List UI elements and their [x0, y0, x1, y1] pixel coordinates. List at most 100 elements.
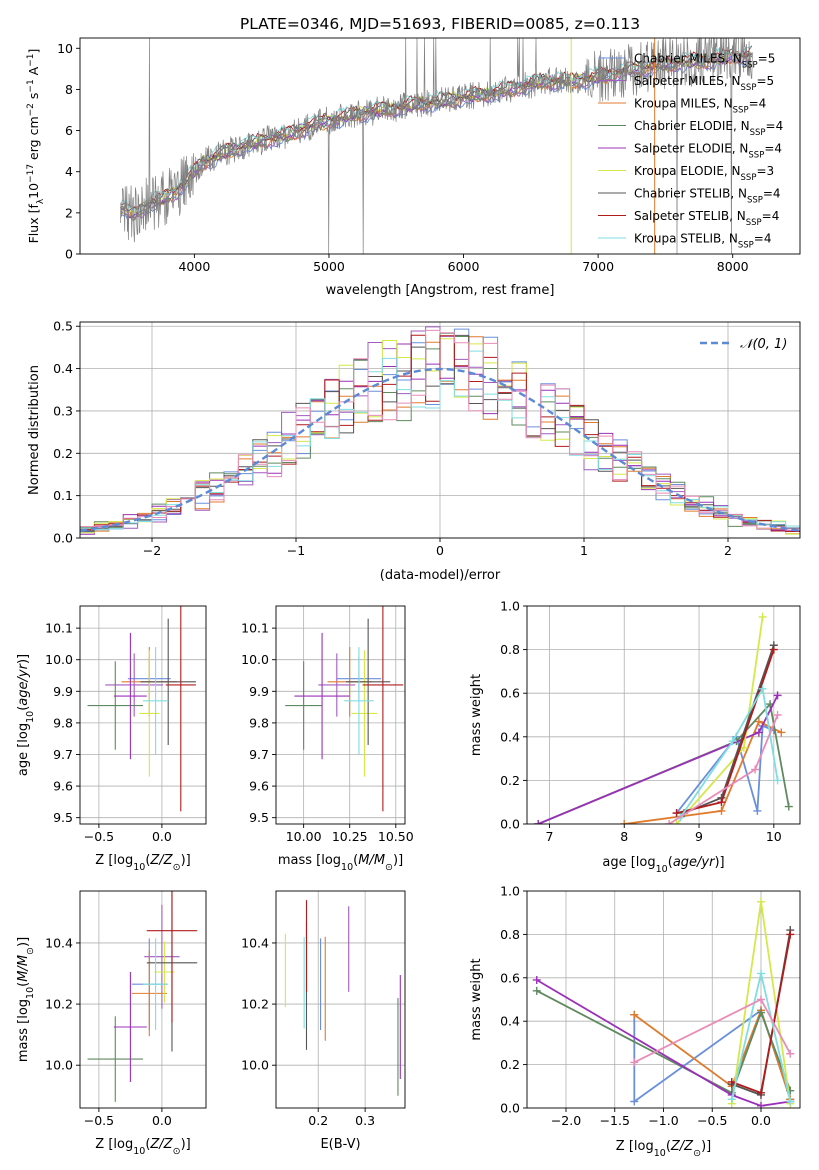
y-tick-label: 0.2 — [500, 773, 520, 788]
axes-frame — [526, 605, 801, 825]
y-tick-label: 8 — [65, 82, 73, 97]
y-tick-label: 1.0 — [500, 884, 520, 899]
x-tick-label: 0.0 — [751, 1113, 771, 1128]
spectrum-panel: 4000 5000 6000 7000 8000 0 2 4 6 8 10 Chabrier MILE… — [26, 37, 801, 298]
weight-series-line — [536, 979, 791, 1107]
legend-entry: Kroupa ELODIE, NSSP=3 — [634, 164, 774, 183]
y-label-part: A — [26, 66, 41, 79]
legend-entry: Salpeter MILES, NSSP=5 — [634, 74, 774, 93]
y-tick-label: 9.6 — [249, 779, 269, 794]
plot-area — [276, 891, 405, 1108]
label-part: 10 — [133, 862, 145, 873]
error-bar-point — [294, 632, 350, 760]
y-tick-label: 0.1 — [53, 488, 73, 503]
y-tick-label: 6 — [65, 123, 73, 138]
y-tick-label: 2 — [65, 205, 73, 220]
y-label-part: −1 — [26, 54, 36, 67]
y-tick-label: 0 — [65, 247, 73, 262]
weight-series — [727, 930, 795, 1097]
label-part: Z/Z — [670, 1139, 694, 1154]
error-bar-point — [105, 653, 164, 717]
x-tick-label: −0.5 — [84, 829, 114, 844]
weight-point-marker — [534, 820, 543, 824]
x-tick-label: 10.25 — [332, 829, 368, 844]
label-part: )] — [393, 853, 403, 868]
x-tick-label: −0.5 — [84, 1113, 114, 1128]
weight-point-marker — [773, 711, 782, 719]
x-tick-label: 9 — [695, 829, 703, 844]
y-tick-label: 0.2 — [53, 446, 73, 461]
weight-series — [665, 711, 782, 824]
legend-entry: Salpeter ELODIE, NSSP=4 — [634, 142, 782, 161]
weight-point-marker — [777, 728, 786, 737]
legend-sub: SSP — [747, 196, 763, 206]
label-part: ( — [16, 982, 31, 987]
weight-point-marker — [757, 897, 765, 906]
label-part: ( — [666, 1139, 671, 1154]
label-part: Z [log — [616, 1139, 654, 1154]
label-part: age/yr — [673, 855, 716, 870]
plot-area — [80, 606, 206, 824]
y-tick-label: 10.0 — [241, 1058, 269, 1073]
x-tick-label: −2 — [143, 543, 161, 558]
mass-vs-ebv-panel: 0.2 0.3 10.0 10.2 10.4 E(B-V) — [241, 890, 406, 1152]
plot-area — [80, 891, 206, 1108]
legend-tail: =4 — [754, 232, 772, 246]
y-label-part: Flux [f — [26, 204, 41, 244]
error-bar-point — [143, 938, 169, 1031]
ticks: −2 −1 0 1 2 0.0 0.1 0.2 0.3 0.4 0.5 — [53, 319, 732, 558]
axes-frame — [275, 890, 406, 1109]
label-part: Z/Z — [149, 1137, 173, 1152]
axis-label: Z [log10(Z/Z⊙)] — [95, 1137, 190, 1157]
weight-point-marker — [717, 798, 726, 807]
label-part: ( — [145, 1137, 150, 1152]
error-bar-point — [318, 653, 356, 717]
weight-point-marker — [717, 806, 726, 815]
error-bar-point — [346, 618, 391, 746]
weight-series — [727, 969, 795, 1106]
x-axis-label: E(B-V) — [320, 1137, 360, 1152]
y-tick-label: 9.7 — [249, 747, 269, 762]
y-tick-label: 4 — [65, 164, 73, 179]
y-tick-label: 0.3 — [53, 403, 73, 418]
y-tick-label: 10.1 — [241, 621, 269, 636]
weight-point-marker — [754, 728, 763, 737]
label-part: 10 — [656, 864, 668, 875]
y-label-part: erg cm — [26, 116, 41, 164]
x-tick-label: 8000 — [717, 259, 749, 274]
error-bar-point — [139, 650, 160, 777]
label-part: ⊙ — [693, 1148, 701, 1159]
ticks: 10.00 10.25 10.50 9.5 9.6 9.7 9.8 9.9 10.0 10.1 — [241, 621, 414, 844]
label-part: M/M — [358, 853, 385, 868]
axis-label: mass [log10(M/M⊙)] — [16, 937, 36, 1062]
label-part: Z/Z — [149, 853, 173, 868]
error-bar-point — [87, 1016, 143, 1102]
x-tick-label: 4000 — [178, 259, 210, 274]
legend-tail: =4 — [763, 187, 781, 201]
weight-point-marker — [786, 1097, 795, 1106]
y-tick-label: 9.7 — [53, 747, 73, 762]
age-vs-mass-panel: 10.00 10.25 10.50 9.5 9.6 9.7 9.8 9.9 10.0 10.1 ma… — [241, 605, 414, 873]
legend-sub: SSP — [742, 61, 758, 71]
y-tick-label: 0.8 — [500, 927, 520, 942]
legend-text: Salpeter MILES, N — [634, 74, 741, 88]
ticks: 0.2 0.3 10.0 10.2 10.4 — [241, 935, 375, 1128]
x-axis-label: (data-model)/error — [380, 568, 501, 583]
weight-series — [676, 684, 782, 822]
y-label-part: λ — [36, 198, 46, 204]
weight-series-line — [633, 1007, 792, 1100]
y-tick-label: 9.5 — [249, 810, 269, 825]
y-label-part: 10 — [26, 183, 41, 199]
weight-series — [630, 995, 795, 1067]
weight-series-line — [537, 702, 790, 824]
legend-sub: SSP — [741, 83, 757, 93]
y-tick-label: 10.0 — [241, 652, 269, 667]
weight-point-marker — [665, 820, 674, 824]
y-label-part: ] — [26, 49, 41, 54]
label-part: 10 — [654, 1148, 666, 1159]
legend-text: Chabrier MILES, N — [634, 52, 742, 66]
y-tick-label: 0.0 — [500, 817, 520, 832]
x-tick-label: 10.00 — [286, 829, 322, 844]
error-bar-point — [144, 904, 180, 1009]
